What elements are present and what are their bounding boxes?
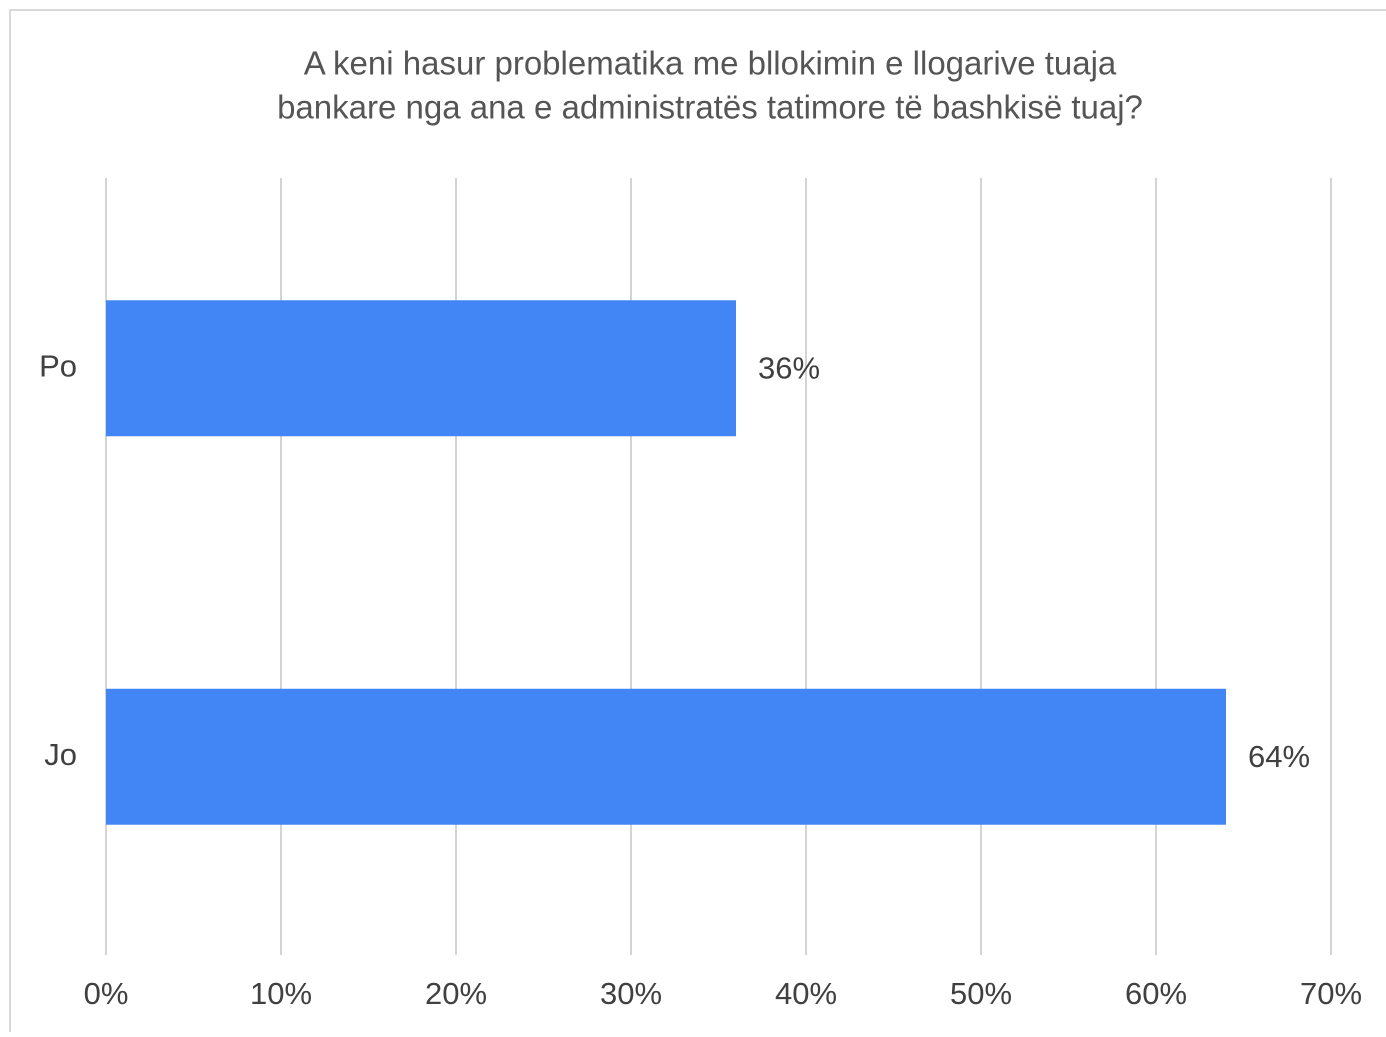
x-tick-label: 60%	[1125, 976, 1187, 1011]
x-tick-label: 10%	[250, 976, 312, 1011]
bar	[106, 688, 1226, 825]
x-tick-label: 20%	[425, 976, 487, 1011]
x-tick-label: 70%	[1300, 976, 1362, 1011]
x-tick-label: 40%	[775, 976, 837, 1011]
x-tick-label: 50%	[950, 976, 1012, 1011]
bar	[106, 300, 736, 437]
chart-frame	[9, 9, 1386, 1037]
chart-title: A keni hasur problematika me bllokimin e…	[304, 45, 1117, 82]
y-tick-label: Po	[39, 348, 77, 383]
x-tick-label: 0%	[84, 976, 129, 1011]
value-label: 36%	[758, 350, 820, 385]
y-tick-label: Jo	[44, 737, 77, 772]
x-tick-label: 30%	[600, 976, 662, 1011]
value-label: 64%	[1248, 739, 1310, 774]
chart-title: bankare nga ana e administratës tatimore…	[277, 89, 1143, 126]
